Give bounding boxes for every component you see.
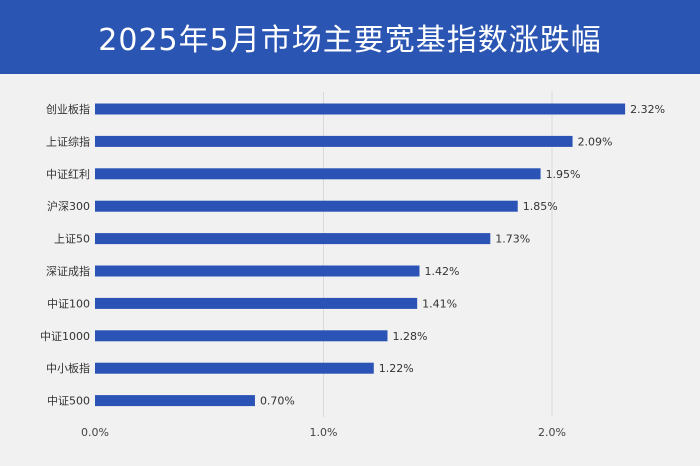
bar	[95, 395, 255, 407]
category-label: 沪深300	[47, 199, 90, 213]
bar-chart: 0.0% 1.0% 2.0% 创业板指 2.32% 上证综指 2.09% 中证红利 1.95% 沪…	[40, 92, 665, 439]
category-label: 中证100	[47, 297, 90, 310]
category-label: 创业板指	[46, 102, 90, 116]
bar	[95, 297, 418, 309]
bar	[95, 168, 541, 180]
bar	[95, 233, 491, 245]
value-label: 1.28%	[392, 330, 427, 343]
bar	[95, 135, 573, 147]
value-label: 1.73%	[495, 233, 530, 246]
value-label: 1.42%	[424, 265, 459, 278]
value-label: 1.95%	[546, 168, 581, 181]
category-label: 中小板指	[46, 361, 90, 375]
bar	[95, 103, 626, 115]
x-tick-label: 2.0%	[538, 426, 566, 439]
bar	[95, 200, 518, 212]
bar	[95, 330, 388, 342]
value-label: 1.41%	[422, 297, 457, 310]
x-tick-label: 0.0%	[81, 426, 109, 439]
value-label: 1.22%	[379, 362, 414, 375]
value-label: 2.09%	[578, 135, 613, 148]
bar	[95, 265, 420, 277]
category-label: 上证综指	[46, 134, 90, 148]
x-tick-label: 1.0%	[310, 426, 338, 439]
chart-title: 2025年5月市场主要宽基指数涨跌幅	[98, 23, 602, 58]
category-label: 中证500	[47, 395, 90, 408]
bar	[95, 362, 374, 374]
category-label: 上证50	[54, 233, 90, 246]
category-label: 深证成指	[46, 264, 90, 278]
value-label: 0.70%	[260, 395, 295, 408]
value-label: 2.32%	[630, 103, 665, 116]
category-label: 中证1000	[40, 330, 90, 343]
category-label: 中证红利	[46, 168, 90, 181]
chart-area: 0.0% 1.0% 2.0% 创业板指 2.32% 上证综指 2.09% 中证红利 1.95% 沪…	[0, 74, 700, 462]
title-bar: 2025年5月市场主要宽基指数涨跌幅	[0, 0, 700, 74]
value-label: 1.85%	[523, 200, 558, 213]
